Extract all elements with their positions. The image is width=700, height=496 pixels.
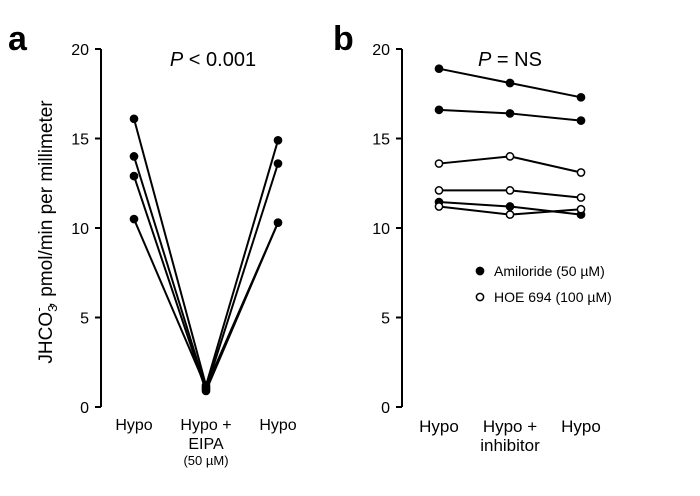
x-category-label: Hypo + <box>483 417 537 436</box>
y-tick-label: 0 <box>381 400 390 417</box>
series-line <box>133 218 207 388</box>
panel-label: b <box>333 20 354 58</box>
data-point <box>505 186 515 195</box>
p-value-annotation: P = NS <box>478 49 542 71</box>
p-italic: P <box>170 49 184 71</box>
series-line <box>438 67 511 84</box>
x-category-label: inhibitor <box>480 436 540 455</box>
y-axis-label: JHCO3-, pmol/min per millimeter <box>31 100 60 364</box>
series-line <box>438 205 511 216</box>
y-label-sup: - <box>31 307 46 311</box>
series-line <box>205 163 279 390</box>
data-point <box>505 152 515 161</box>
legend-marker <box>475 266 485 276</box>
series-line <box>438 108 511 115</box>
series-line <box>509 112 582 122</box>
series-line <box>509 155 582 174</box>
data-point <box>129 214 139 224</box>
data-point <box>505 202 515 211</box>
data-point <box>434 105 444 115</box>
data-point <box>505 109 515 118</box>
y-label-rest: , pmol/min per millimeter <box>36 100 57 308</box>
legend-label: Amiloride (50 µM) <box>494 263 605 279</box>
data-point <box>434 159 444 168</box>
series-line <box>509 208 582 216</box>
data-point <box>505 78 515 88</box>
y-tick-label: 5 <box>80 311 89 328</box>
data-point <box>434 186 444 195</box>
x-category-label: Hypo <box>259 417 296 434</box>
series-line <box>133 156 207 390</box>
y-tick-label: 10 <box>71 221 89 238</box>
y-tick-label: 20 <box>71 42 89 59</box>
panel-b: b P = NS 0 5 10 15 20 Hypo Hypo +inhibitor Hypo Am… <box>333 20 612 455</box>
data-point <box>273 159 283 168</box>
panel-label: a <box>8 20 28 58</box>
x-category-label: Hypo + <box>180 417 231 434</box>
y-tick-label: 15 <box>71 132 89 149</box>
p-italic: P <box>478 49 492 71</box>
series-line <box>133 118 207 386</box>
series-line <box>205 140 279 386</box>
y-label-sub: 3 <box>45 305 60 312</box>
panel-a: a P < 0.001 0 5 10 15 20 Hypo Hypo + EIPA(50 µM) H… <box>8 20 297 468</box>
data-point <box>434 202 444 211</box>
data-point <box>129 152 139 161</box>
series-line <box>438 155 511 165</box>
series-line <box>509 205 582 216</box>
data-point <box>129 114 139 124</box>
y-tick-label: 20 <box>372 42 390 59</box>
y-tick-label: 15 <box>372 132 390 149</box>
y-tick-label: 10 <box>372 221 390 238</box>
series-line <box>205 222 279 388</box>
x-category-label: EIPA <box>188 436 224 453</box>
p-rest: < 0.001 <box>183 49 256 71</box>
y-tick-label: 0 <box>80 400 89 417</box>
data-point <box>576 193 586 202</box>
data-point <box>576 204 586 214</box>
x-category-label: Hypo <box>115 417 152 434</box>
p-value-annotation: P < 0.001 <box>170 49 256 71</box>
data-point <box>434 64 444 74</box>
data-point <box>576 168 586 177</box>
legend-label: HOE 694 (100 µM) <box>494 289 612 305</box>
p-rest: = NS <box>491 49 542 71</box>
data-point <box>576 116 586 125</box>
y-tick-label: 5 <box>381 311 390 328</box>
y-label-main: JHCO <box>36 312 57 364</box>
data-point <box>273 135 283 145</box>
series-line <box>509 189 582 199</box>
legend-marker <box>475 292 485 302</box>
data-point <box>576 92 586 102</box>
x-category-label: (50 µM) <box>183 453 228 468</box>
data-point <box>505 210 515 219</box>
data-point <box>129 171 139 181</box>
x-category-label: Hypo <box>561 417 601 436</box>
x-category-label: Hypo <box>419 417 459 436</box>
series-line <box>438 201 511 208</box>
series-line <box>133 175 207 392</box>
series-line <box>509 82 582 99</box>
